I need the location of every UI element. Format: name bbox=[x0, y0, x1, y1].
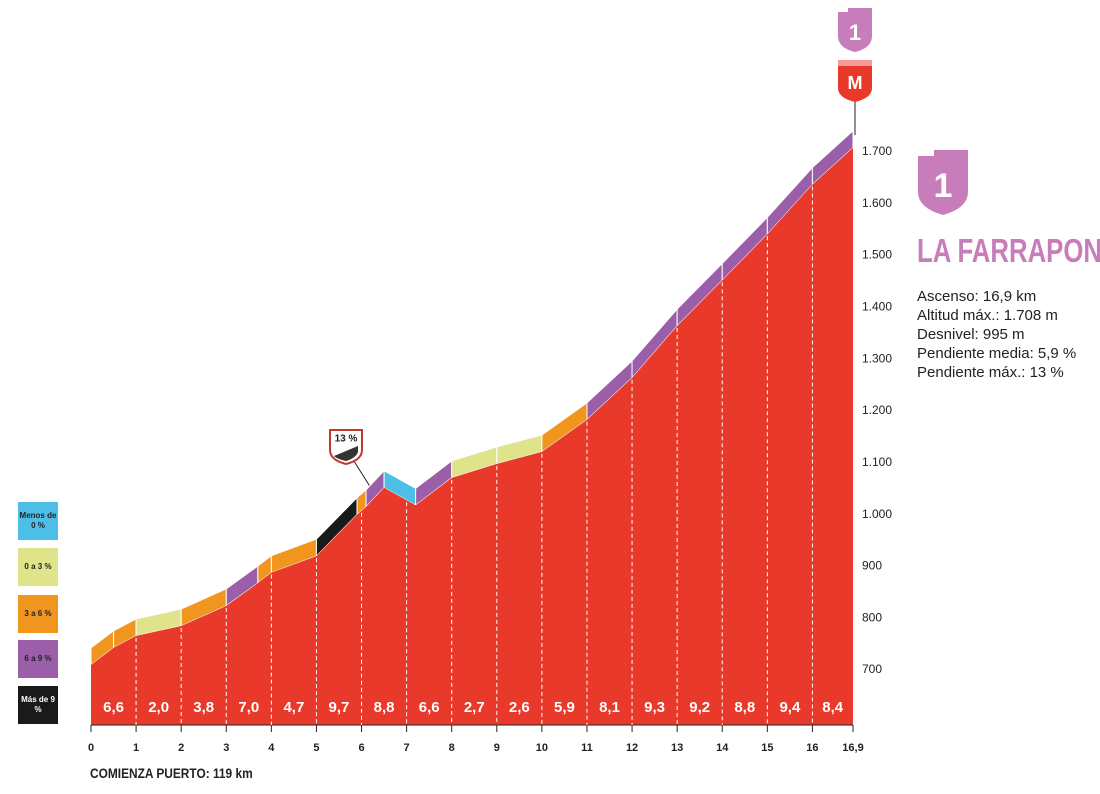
x-tick-label: 2 bbox=[178, 742, 184, 754]
profile-area bbox=[91, 147, 853, 726]
x-tick-label: 14 bbox=[716, 742, 729, 754]
legend-item: 6 a 9 % bbox=[18, 640, 58, 678]
finish-badge-stripe bbox=[838, 60, 872, 66]
x-tick-label: 15 bbox=[761, 742, 773, 754]
x-tick-label: 16 bbox=[806, 742, 818, 754]
climb-stats: Ascenso: 16,9 km Altitud máx.: 1.708 m Des… bbox=[917, 287, 1076, 382]
category-label: 1 bbox=[934, 167, 953, 205]
x-tick-label: 3 bbox=[223, 742, 229, 754]
stat-line: Pendiente media: 5,9 % bbox=[917, 345, 1077, 362]
x-tick-label: 0 bbox=[88, 742, 94, 754]
y-tick-label: 1.000 bbox=[862, 507, 892, 521]
category-badge-shape bbox=[918, 150, 968, 215]
legend-label: 3 a 6 % bbox=[24, 609, 52, 618]
annotation-slope bbox=[334, 446, 358, 461]
y-tick-label: 1.600 bbox=[862, 196, 892, 210]
x-tick-label: 9 bbox=[494, 742, 500, 754]
y-tick-label: 700 bbox=[862, 662, 882, 676]
legend-label: Más de 9 % bbox=[21, 695, 55, 714]
gradient-label: 2,7 bbox=[464, 699, 485, 716]
gradient-label: 9,2 bbox=[689, 699, 710, 716]
stat-line: Pendiente máx.: 13 % bbox=[917, 364, 1064, 381]
x-tick-label: 13 bbox=[671, 742, 683, 754]
gradient-label: 6,6 bbox=[103, 699, 124, 716]
legend-item: Más de 9 % bbox=[18, 686, 58, 724]
gradient-label: 2,0 bbox=[148, 699, 169, 716]
y-tick-label: 900 bbox=[862, 559, 882, 573]
gradient-label: 9,7 bbox=[329, 699, 350, 716]
stat-line: Desnivel: 995 m bbox=[917, 326, 1025, 343]
legend-label: 0 a 3 % bbox=[24, 562, 52, 571]
y-tick-label: 1.300 bbox=[862, 351, 892, 365]
badge-shape bbox=[838, 8, 872, 52]
stat-line: Altitud máx.: 1.708 m bbox=[917, 307, 1058, 324]
legend-item: Menos de 0 % bbox=[18, 502, 58, 540]
x-tick-label: 10 bbox=[536, 742, 548, 754]
y-tick-label: 1.700 bbox=[862, 144, 892, 158]
legend-item: 0 a 3 % bbox=[18, 548, 58, 586]
x-tick-label: 5 bbox=[313, 742, 319, 754]
legend-item: 3 a 6 % bbox=[18, 595, 58, 633]
finish-badge-shape bbox=[838, 60, 872, 102]
x-tick-label: 12 bbox=[626, 742, 638, 754]
x-tick-label: 16,9 bbox=[842, 742, 863, 754]
legend-label: Menos de 0 % bbox=[19, 511, 57, 530]
y-tick-label: 1.500 bbox=[862, 248, 892, 262]
y-tick-label: 1.100 bbox=[862, 455, 892, 469]
y-tick-label: 1.200 bbox=[862, 403, 892, 417]
annotation-label: 13 % bbox=[335, 434, 358, 445]
gradient-label: 2,6 bbox=[509, 699, 530, 716]
gradient-label: 3,8 bbox=[193, 699, 214, 716]
footer: COMIENZA PUERTO: 119 km bbox=[90, 765, 253, 781]
gradient-label: 6,6 bbox=[419, 699, 440, 716]
x-tick-label: 8 bbox=[449, 742, 455, 754]
x-tick-label: 4 bbox=[268, 742, 275, 754]
gradient-label: 8,8 bbox=[734, 699, 755, 716]
gradient-label: 9,3 bbox=[644, 699, 665, 716]
legend-label: 6 a 9 % bbox=[24, 654, 52, 663]
x-tick-label: 6 bbox=[358, 742, 364, 754]
climb-name: LA FARRAPONA bbox=[917, 232, 1100, 269]
y-tick-label: 1.400 bbox=[862, 300, 892, 314]
gradient-label: 4,7 bbox=[283, 699, 304, 716]
x-tick-label: 11 bbox=[581, 742, 593, 754]
gradient-label: 9,4 bbox=[779, 699, 801, 716]
badge-top-label: 1 bbox=[849, 20, 861, 45]
x-tick-label: 1 bbox=[133, 742, 139, 754]
badge-finish-label: M bbox=[848, 73, 863, 93]
gradient-label: 5,9 bbox=[554, 699, 575, 716]
gradient-label: 7,0 bbox=[238, 699, 259, 716]
gradient-label: 8,8 bbox=[374, 699, 395, 716]
gradient-label: 8,1 bbox=[599, 699, 620, 716]
y-tick-label: 800 bbox=[862, 610, 882, 624]
gradient-label: 8,4 bbox=[822, 699, 844, 716]
stat-line: Ascenso: 16,9 km bbox=[917, 288, 1037, 305]
x-tick-label: 7 bbox=[404, 742, 410, 754]
